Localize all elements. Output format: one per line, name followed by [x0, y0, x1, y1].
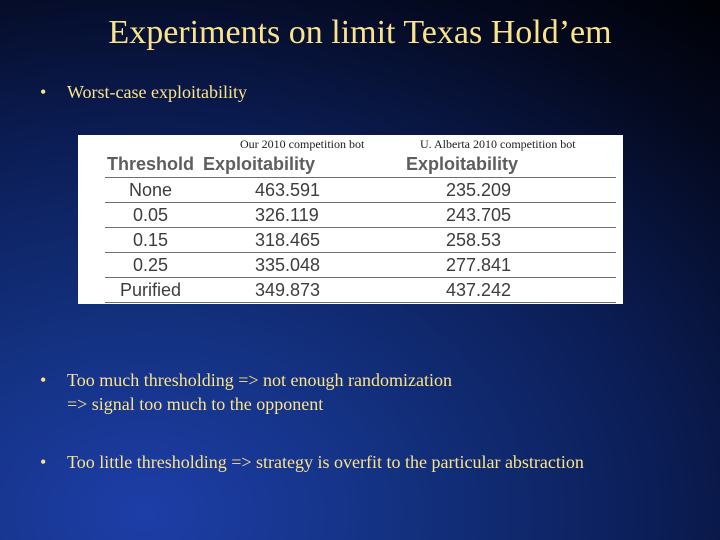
bullet-worst-case: • Worst-case exploitability [40, 80, 247, 104]
caption-our-bot: Our 2010 competition bot [240, 137, 365, 151]
table-header-row: Threshold Exploitability Exploitability [105, 152, 616, 178]
table-row: 0.05 326.119 243.705 [105, 203, 616, 228]
bullet-text: Too little thresholding => strategy is o… [67, 452, 584, 472]
alberta-exploitability-cell: 437.242 [446, 279, 512, 300]
table-grid: Threshold Exploitability Exploitability … [105, 152, 616, 303]
our-exploitability-cell: 335.048 [255, 254, 321, 275]
bullet-too-little-thresholding: • Too little thresholding => strategy is… [40, 450, 584, 474]
threshold-cell: Purified [119, 279, 182, 300]
alberta-exploitability-cell: 277.841 [446, 254, 512, 275]
table-row: 0.15 318.465 258.53 [105, 228, 616, 253]
bullet-marker: • [40, 370, 47, 390]
threshold-cell: 0.15 [132, 229, 169, 250]
our-exploitability-cell: 463.591 [255, 179, 321, 200]
exploitability-table: Our 2010 competition bot U. Alberta 2010… [78, 135, 623, 304]
alberta-exploitability-cell: 243.705 [446, 204, 512, 225]
our-exploitability-cell: 326.119 [255, 204, 319, 225]
header-exploitability-ours: Exploitability [203, 154, 316, 174]
bullet-marker: • [40, 82, 47, 102]
caption-alberta-bot: U. Alberta 2010 competition bot [420, 137, 576, 151]
our-exploitability-cell: 318.465 [255, 229, 321, 250]
bullet-text: Worst-case exploitability [67, 82, 247, 102]
threshold-cell: None [128, 179, 173, 200]
bullet-too-much-thresholding: • Too much thresholding => not enough ra… [40, 368, 452, 416]
threshold-cell: 0.05 [132, 204, 169, 225]
table-row: None 463.591 235.209 [105, 178, 616, 203]
bullet-text: Too much thresholding => not enough rand… [67, 368, 452, 416]
table-row: 0.25 335.048 277.841 [105, 253, 616, 278]
our-exploitability-cell: 349.873 [255, 279, 321, 300]
table-row: Purified 349.873 437.242 [105, 278, 616, 303]
slide-title: Experiments on limit Texas Hold’em [108, 14, 612, 51]
header-exploitability-alberta: Exploitability [406, 154, 519, 174]
bullet-line: Too much thresholding => not enough rand… [67, 370, 452, 390]
alberta-exploitability-cell: 258.53 [446, 229, 502, 250]
threshold-cell: 0.25 [132, 254, 169, 275]
alberta-exploitability-cell: 235.209 [446, 179, 512, 200]
bullet-marker: • [40, 452, 47, 472]
header-threshold: Threshold [106, 154, 194, 174]
bullet-line: => signal too much to the opponent [67, 394, 324, 414]
